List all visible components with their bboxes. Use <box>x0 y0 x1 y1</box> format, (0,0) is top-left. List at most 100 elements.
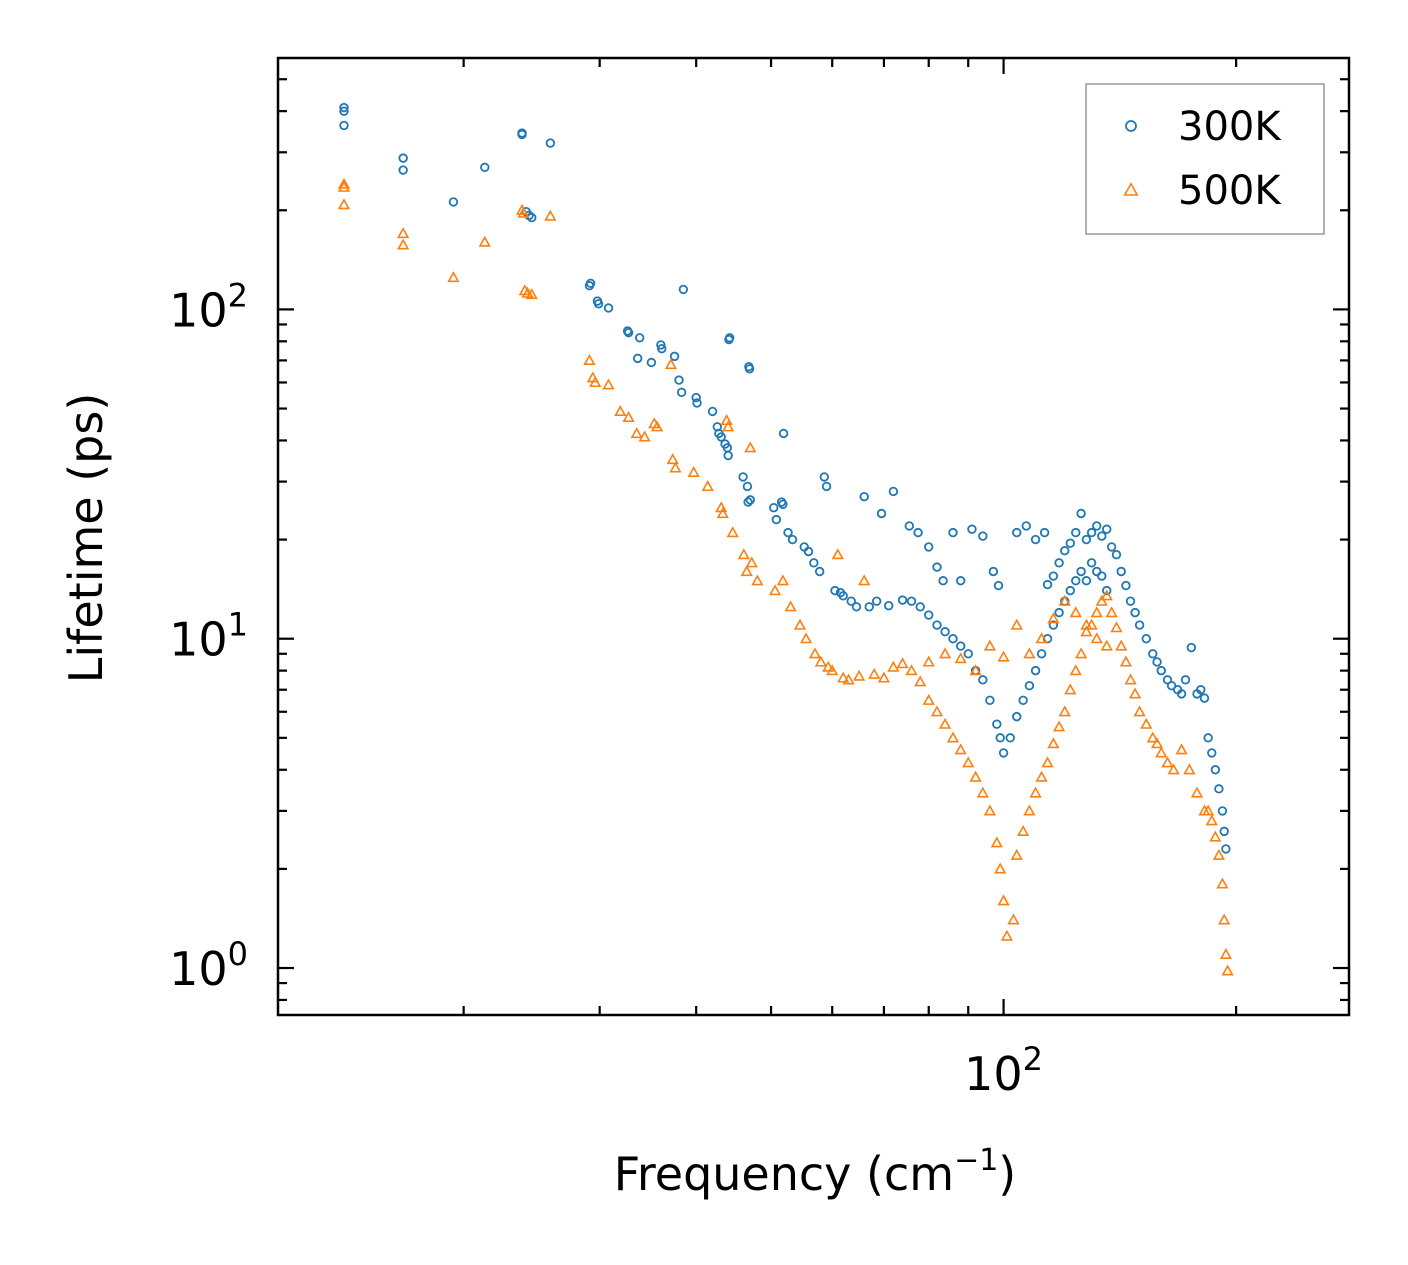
data-point-300K <box>1116 566 1126 577</box>
data-point-300K <box>1141 634 1151 644</box>
data-point-300K <box>669 351 680 362</box>
data-point-500K <box>716 507 729 519</box>
data-point-300K <box>932 562 942 572</box>
data-point-500K <box>1010 848 1023 860</box>
data-point-300K <box>1092 521 1102 531</box>
data-point-500K <box>868 667 881 679</box>
data-point-300K <box>778 428 789 439</box>
data-point-500K <box>397 227 410 239</box>
data-point-300K <box>883 600 894 611</box>
data-point-300K <box>846 596 856 606</box>
data-point-500K <box>669 461 682 473</box>
data-point-500K <box>877 671 891 683</box>
data-point-500K <box>1064 683 1077 695</box>
axis-ticks-layer <box>278 58 1349 1015</box>
data-point-500K <box>666 453 679 465</box>
data-point-300K <box>992 719 1002 729</box>
data-point-500K <box>622 410 635 422</box>
x-axis-label-exponent: −1 <box>954 1143 998 1178</box>
data-point-300K <box>1076 508 1086 519</box>
data-point-500K <box>826 664 839 676</box>
x-tick-label: 102 <box>964 1040 1043 1101</box>
data-point-300K <box>1121 580 1131 591</box>
data-point-300K <box>1054 558 1064 568</box>
data-point-300K <box>1097 531 1107 541</box>
data-point-500K <box>1167 763 1180 775</box>
data-point-300K <box>1086 527 1097 538</box>
data-point-500K <box>1000 929 1014 941</box>
data-point-500K <box>776 574 790 586</box>
data-point-500K <box>1047 737 1060 749</box>
data-point-500K <box>630 427 643 439</box>
data-point-500K <box>1069 664 1082 676</box>
data-point-300K <box>1102 524 1112 534</box>
data-point-300K <box>1102 585 1112 596</box>
data-point-500K <box>1150 737 1164 749</box>
data-point-300K <box>978 531 988 541</box>
data-point-500K <box>751 574 764 586</box>
data-point-300K <box>876 508 887 519</box>
data-point-500K <box>1075 647 1088 659</box>
data-point-500K <box>1090 632 1103 644</box>
data-point-500K <box>1090 606 1103 618</box>
legend-entry-500K: 500K <box>1123 168 1282 214</box>
data-point-300K <box>888 486 899 497</box>
data-point-300K <box>906 596 917 606</box>
data-point-300K <box>1186 642 1197 653</box>
data-point-300K <box>1042 579 1053 590</box>
data-point-300K <box>1060 546 1070 556</box>
data-point-300K <box>778 499 788 509</box>
data-point-300K <box>1018 695 1028 706</box>
data-point-500K <box>1183 763 1196 775</box>
y-axis-label: Lifetime (ps) <box>59 393 113 684</box>
data-point-300K <box>915 602 925 612</box>
data-point-300K <box>1086 558 1097 568</box>
data-point-300K <box>771 514 782 525</box>
data-point-300K <box>1214 784 1224 794</box>
data-point-500K <box>1007 913 1020 925</box>
data-point-300K <box>1210 765 1221 775</box>
data-point-300K <box>632 353 643 364</box>
data-point-300K <box>821 481 832 492</box>
data-point-500K <box>744 441 757 453</box>
data-point-500K <box>1205 814 1218 826</box>
data-point-300K <box>674 375 684 385</box>
data-point-500K <box>946 731 960 743</box>
data-point-300K <box>480 162 490 173</box>
legend-box <box>1085 83 1325 235</box>
data-point-300K <box>545 138 556 148</box>
data-point-300K <box>1048 620 1059 630</box>
data-point-500K <box>544 209 557 221</box>
data-point-500K <box>954 652 967 664</box>
data-point-300K <box>897 595 908 605</box>
data-point-300K <box>678 284 689 295</box>
data-point-300K <box>1036 649 1047 659</box>
data-point-500K <box>1080 625 1093 637</box>
data-point-500K <box>976 786 989 798</box>
data-point-500K <box>768 584 782 596</box>
data-point-300K <box>787 534 798 545</box>
data-point-300K <box>859 491 869 502</box>
data-point-500K <box>1023 804 1036 816</box>
data-point-300K <box>398 165 408 175</box>
data-point-300K <box>742 481 753 492</box>
data-point-300K <box>1148 649 1158 659</box>
data-point-300K <box>1081 534 1092 545</box>
data-point-300K <box>985 695 995 706</box>
data-point-300K <box>1111 549 1122 560</box>
data-point-300K <box>676 387 687 398</box>
data-point-500K <box>896 657 909 669</box>
data-point-500K <box>1095 594 1108 606</box>
data-point-300K <box>864 602 874 612</box>
data-point-300K <box>448 197 459 207</box>
data-point-500K <box>1017 824 1030 836</box>
data-point-300K <box>1196 685 1206 695</box>
data-point-500K <box>614 405 627 417</box>
data-point-300K <box>940 627 950 637</box>
data-point-300K <box>1156 665 1166 676</box>
legend: 300K 500K <box>1085 83 1325 235</box>
data-point-300K <box>993 580 1004 591</box>
data-point-500K <box>1219 947 1233 959</box>
data-point-500K <box>720 414 733 426</box>
data-point-300K <box>339 120 349 131</box>
